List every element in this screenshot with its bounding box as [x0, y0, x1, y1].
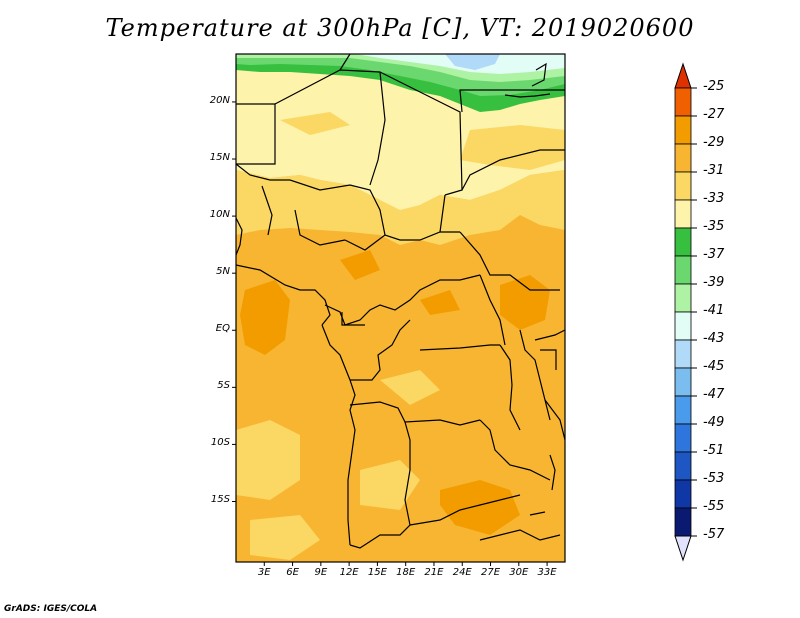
- lat-tick-label: 5S: [217, 380, 230, 392]
- field-north-central: [370, 80, 470, 210]
- lat-tick-label: EQ: [215, 323, 230, 335]
- country-borders: [235, 53, 566, 549]
- lon-tick-label: 21E: [424, 567, 444, 578]
- colorbar: [674, 62, 697, 562]
- lon-tick-label: 27E: [480, 567, 501, 578]
- colorbar-swatch: [674, 115, 692, 145]
- colorbar-label: -27: [703, 107, 725, 122]
- lat-tick-label: 15N: [209, 152, 230, 164]
- lon-tick-label: 12E: [339, 567, 359, 578]
- map-frame: [235, 53, 566, 563]
- colorbar-swatch: [674, 171, 692, 201]
- lat-tick-label: 20N: [209, 94, 230, 106]
- field-blue: [445, 54, 500, 70]
- colorbar-label: -57: [703, 527, 725, 542]
- colorbar-swatch: [674, 311, 692, 341]
- field-north-streaks: [460, 125, 565, 170]
- lat-tick-label: 10S: [210, 437, 230, 449]
- colorbar-swatch: [674, 143, 692, 173]
- colorbar-label: -45: [703, 359, 725, 374]
- lat-tick-label: 5N: [216, 266, 230, 278]
- map-plot: [235, 53, 566, 563]
- field-hot-equator: [240, 280, 290, 355]
- field-hot-south: [440, 480, 520, 535]
- colorbar-swatch: [674, 451, 692, 481]
- lon-tick-label: 6E: [286, 567, 299, 578]
- colorbar-swatch: [674, 395, 692, 425]
- colorbar-top-arrow: [674, 62, 692, 89]
- colorbar-swatch: [674, 199, 692, 229]
- field-transition: [236, 170, 565, 245]
- colorbar-label: -33: [703, 191, 725, 206]
- colorbar-label: -25: [703, 79, 725, 94]
- axis-ticks: [232, 101, 548, 566]
- colorbar-label: -47: [703, 387, 725, 402]
- colorbar-swatch: [674, 507, 692, 537]
- colorbar-swatch: [674, 367, 692, 397]
- colorbar-swatch: [674, 479, 692, 509]
- colorbar-label: -53: [703, 471, 725, 486]
- field-south-light: [236, 420, 300, 500]
- field-hot-east: [500, 275, 550, 330]
- lon-tick-label: 18E: [396, 567, 416, 578]
- map-title: Temperature at 300hPa [C], VT: 201902060…: [105, 14, 695, 42]
- lon-tick-label: 15E: [367, 567, 387, 578]
- colorbar-label: -43: [703, 331, 725, 346]
- colorbar-label: -31: [703, 163, 725, 178]
- colorbar-swatch: [674, 423, 692, 453]
- colorbar-label: -39: [703, 275, 725, 290]
- colorbar-swatch: [674, 339, 692, 369]
- colorbar-swatch: [674, 87, 692, 117]
- colorbar-swatch: [674, 283, 692, 313]
- colorbar-swatch: [674, 255, 692, 285]
- colorbar-label: -37: [703, 247, 725, 262]
- colorbar-swatch: [674, 227, 692, 257]
- colorbar-label: -55: [703, 499, 725, 514]
- colorbar-label: -51: [703, 443, 725, 458]
- colorbar-label: -35: [703, 219, 725, 234]
- colorbar-bottom-arrow: [674, 535, 692, 562]
- lat-tick-label: 15S: [210, 494, 230, 506]
- lon-tick-label: 30E: [509, 567, 529, 578]
- colorbar-label: -29: [703, 135, 725, 150]
- lon-tick-label: 33E: [537, 567, 557, 578]
- lon-tick-label: 3E: [257, 567, 271, 578]
- colorbar-label: -41: [703, 303, 725, 318]
- lon-tick-label: 24E: [452, 567, 472, 578]
- footer-credit: GrADS: IGES/COLA: [4, 604, 98, 614]
- lon-tick-label: 9E: [314, 567, 328, 578]
- colorbar-label: -49: [703, 415, 725, 430]
- lat-tick-label: 10N: [209, 209, 230, 221]
